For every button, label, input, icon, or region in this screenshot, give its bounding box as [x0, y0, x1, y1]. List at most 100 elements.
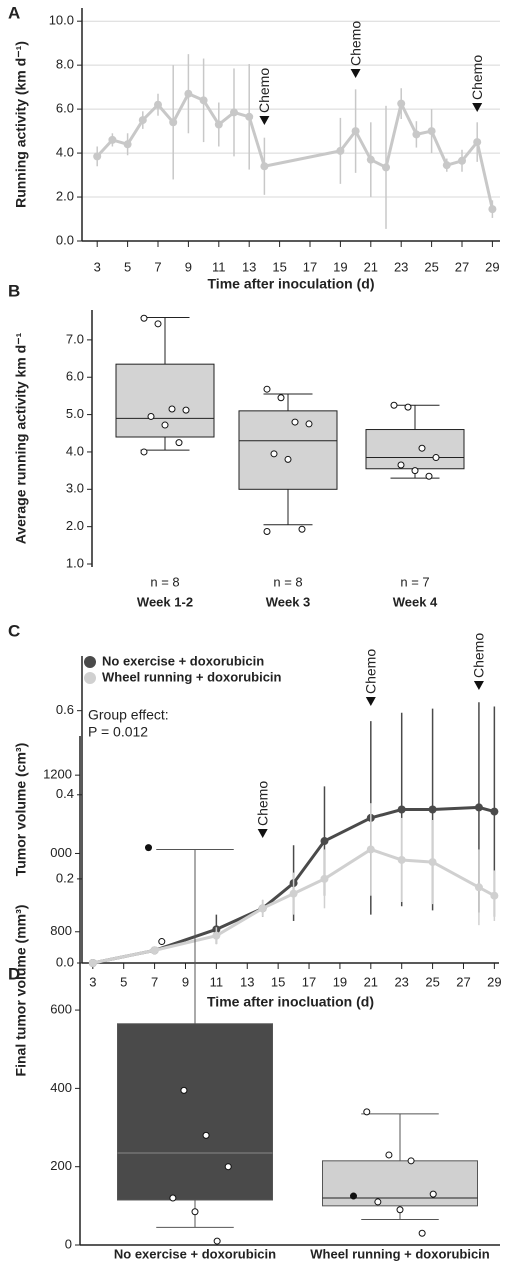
legend-marker — [84, 656, 96, 668]
data-point — [488, 205, 497, 214]
y-tick-label: 2.0 — [56, 188, 74, 203]
annotation-arrow — [472, 103, 483, 112]
legend-label: No exercise + doxorubicin — [102, 653, 264, 668]
x-tick-label: 3 — [89, 974, 96, 989]
data-point — [140, 448, 148, 456]
data-point — [270, 450, 278, 458]
data-point — [147, 412, 155, 420]
data-point — [260, 162, 269, 171]
data-point — [412, 130, 421, 139]
data-point — [158, 938, 166, 946]
x-tick-label: 23 — [394, 974, 408, 989]
box — [365, 429, 465, 470]
y-tick-label: 0.0 — [56, 232, 74, 247]
y-tick-label: 6.0 — [66, 369, 84, 384]
data-point — [224, 1163, 232, 1171]
x-tick-label: 23 — [394, 259, 408, 274]
y-tick-label: 5.0 — [66, 406, 84, 421]
data-point — [320, 837, 329, 846]
note: P = 0.012 — [88, 724, 148, 740]
data-point — [418, 444, 426, 452]
data-point — [366, 845, 375, 854]
data-point — [390, 401, 398, 409]
x-tick-label: 27 — [455, 259, 469, 274]
annotation: Chemo — [363, 649, 379, 694]
data-point — [432, 454, 440, 462]
x-tick-label: 13 — [242, 259, 256, 274]
data-point — [145, 844, 152, 852]
data-point — [202, 1131, 210, 1139]
data-point — [263, 385, 271, 393]
y-tick-label: 600 — [50, 1002, 72, 1017]
y-tick-label: 0.6 — [56, 702, 74, 717]
annotation: Chemo — [471, 633, 487, 678]
y-axis-label: Average running activity km d⁻¹ — [13, 332, 29, 544]
data-point — [277, 394, 285, 402]
x-axis-label: Time after inoculation (d) — [208, 276, 375, 292]
data-point — [397, 855, 406, 864]
data-point — [182, 406, 190, 414]
data-point — [161, 421, 169, 429]
data-point — [490, 891, 499, 900]
y-axis-label: Running activity (km d⁻¹) — [13, 41, 29, 208]
y-tick-label: 0.0 — [56, 954, 74, 969]
data-point — [169, 1194, 177, 1202]
x-tick-label: 15 — [271, 974, 285, 989]
annotation: Chemo — [254, 781, 270, 826]
data-point — [245, 112, 254, 121]
data-point — [180, 1086, 188, 1094]
data-point — [298, 525, 306, 533]
data-point — [184, 89, 193, 98]
legend-marker — [84, 672, 96, 684]
y-tick-label: 0.2 — [56, 870, 74, 885]
data-point — [458, 156, 466, 165]
data-point — [191, 1208, 199, 1216]
data-point — [289, 889, 298, 898]
data-point — [150, 946, 159, 955]
x-tick-label: 11 — [212, 259, 226, 274]
data-point — [123, 140, 132, 149]
annotation-arrow — [350, 69, 361, 78]
data-point — [108, 135, 117, 144]
y-tick-label: 0 — [65, 1236, 72, 1251]
y-tick-label: 000 — [50, 845, 72, 860]
y-tick-label: 800 — [50, 923, 72, 938]
legend-label: Wheel running + doxorubicin — [102, 669, 282, 684]
x-tick-label: Wheel running + doxorubicin — [310, 1246, 490, 1261]
y-tick-label: 400 — [50, 1080, 72, 1095]
y-tick-label: 10.0 — [49, 13, 74, 28]
data-point — [474, 883, 483, 892]
y-tick-label: 4.0 — [56, 145, 74, 160]
data-point — [168, 405, 176, 413]
series-line — [96, 91, 494, 210]
annotation-arrow — [259, 116, 270, 125]
y-tick-label: 4.0 — [66, 443, 84, 458]
annotation: Chemo — [347, 21, 363, 66]
x-tick-label: 11 — [210, 974, 224, 989]
x-tick-label: 13 — [240, 974, 254, 989]
panel-label: C — [8, 621, 20, 640]
data-point — [418, 1229, 426, 1237]
x-tick-label: 9 — [182, 974, 189, 989]
y-tick-label: 8.0 — [56, 57, 74, 72]
y-tick-label: 2.0 — [66, 518, 84, 533]
data-point — [474, 803, 483, 812]
panel-label: A — [8, 3, 20, 22]
x-tick-label: 3 — [94, 259, 101, 274]
data-point — [397, 805, 406, 814]
x-tick-label: Week 4 — [393, 594, 438, 609]
x-tick-label: 5 — [120, 974, 127, 989]
data-point — [305, 420, 313, 428]
data-point — [407, 1157, 415, 1165]
panel-label: B — [8, 281, 20, 300]
data-point — [175, 439, 183, 447]
data-point — [199, 96, 208, 105]
x-tick-label: 19 — [333, 259, 347, 274]
data-point — [169, 118, 178, 127]
data-point — [382, 163, 390, 172]
data-point — [230, 108, 238, 117]
y-tick-label: 0.4 — [56, 786, 74, 801]
x-tick-label: 7 — [154, 259, 161, 274]
data-point — [429, 1190, 437, 1198]
data-point — [320, 874, 329, 883]
